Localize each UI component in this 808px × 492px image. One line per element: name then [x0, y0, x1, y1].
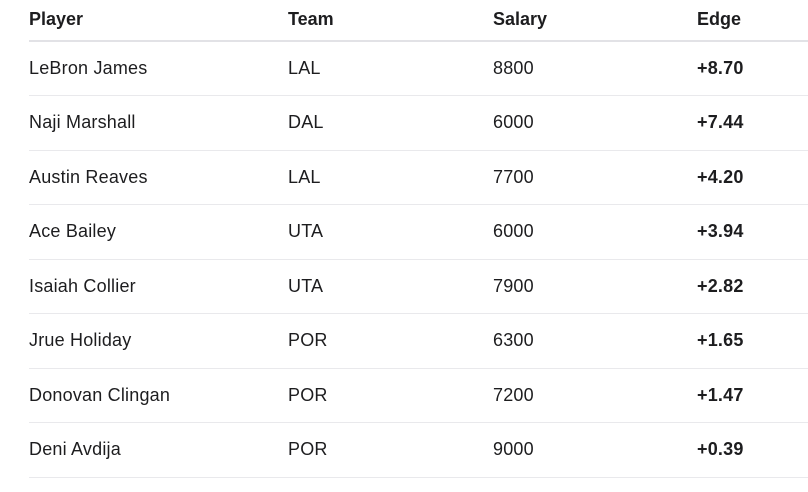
edge-cell: +2.82: [697, 259, 808, 314]
column-header-edge-label: Edge: [697, 8, 742, 29]
salary-cell: 6300: [493, 313, 697, 369]
table-row[interactable]: Ace Bailey UTA 6000 +3.94: [29, 204, 808, 260]
table-header: Player Team Salary Edge: [29, 0, 808, 42]
edge-cell: +1.65: [697, 313, 808, 369]
salary-cell: 7700: [493, 150, 697, 205]
salary-cell: 6000: [493, 95, 697, 151]
table-row[interactable]: Austin Reaves LAL 7700 +4.20: [29, 150, 808, 205]
player-cell: Ace Bailey: [29, 204, 288, 260]
team-cell: POR: [288, 422, 493, 478]
edge-cell: +1.47: [697, 368, 808, 423]
column-header-salary[interactable]: Salary: [493, 0, 697, 42]
player-cell: Donovan Clingan: [29, 368, 288, 423]
salary-cell: 6000: [493, 204, 697, 260]
column-header-player[interactable]: Player: [29, 0, 288, 42]
edge-cell: +8.70: [697, 41, 808, 96]
player-cell: LeBron James: [29, 41, 288, 96]
salary-cell: 7900: [493, 259, 697, 314]
table-row[interactable]: Deni Avdija POR 9000 +0.39: [29, 422, 808, 478]
table-row[interactable]: Isaiah Collier UTA 7900 +2.82: [29, 259, 808, 314]
player-edge-table-container: Player Team Salary Edge LeBron James LAL…: [29, 0, 808, 478]
team-cell: UTA: [288, 204, 493, 260]
team-cell: LAL: [288, 150, 493, 205]
column-header-team[interactable]: Team: [288, 0, 493, 42]
table-row[interactable]: LeBron James LAL 8800 +8.70: [29, 41, 808, 96]
table-row[interactable]: Naji Marshall DAL 6000 +7.44: [29, 95, 808, 151]
edge-cell: +3.94: [697, 204, 808, 260]
team-cell: POR: [288, 368, 493, 423]
column-header-edge[interactable]: Edge: [697, 0, 808, 42]
player-cell: Isaiah Collier: [29, 259, 288, 314]
player-cell: Jrue Holiday: [29, 313, 288, 369]
table-row[interactable]: Jrue Holiday POR 6300 +1.65: [29, 313, 808, 369]
edge-cell: +7.44: [697, 95, 808, 151]
player-edge-table: Player Team Salary Edge LeBron James LAL…: [29, 0, 808, 478]
column-header-player-label: Player: [29, 8, 84, 29]
player-cell: Deni Avdija: [29, 422, 288, 478]
player-cell: Austin Reaves: [29, 150, 288, 205]
edge-cell: +0.39: [697, 422, 808, 478]
column-header-salary-label: Salary: [493, 8, 548, 29]
header-row: Player Team Salary Edge: [29, 0, 808, 42]
column-header-team-label: Team: [288, 8, 334, 29]
salary-cell: 9000: [493, 422, 697, 478]
player-cell: Naji Marshall: [29, 95, 288, 151]
table-row[interactable]: Donovan Clingan POR 7200 +1.47: [29, 368, 808, 423]
team-cell: DAL: [288, 95, 493, 151]
salary-cell: 8800: [493, 41, 697, 96]
team-cell: POR: [288, 313, 493, 369]
team-cell: LAL: [288, 41, 493, 96]
salary-cell: 7200: [493, 368, 697, 423]
table-body: LeBron James LAL 8800 +8.70 Naji Marshal…: [29, 41, 808, 478]
edge-cell: +4.20: [697, 150, 808, 205]
team-cell: UTA: [288, 259, 493, 314]
